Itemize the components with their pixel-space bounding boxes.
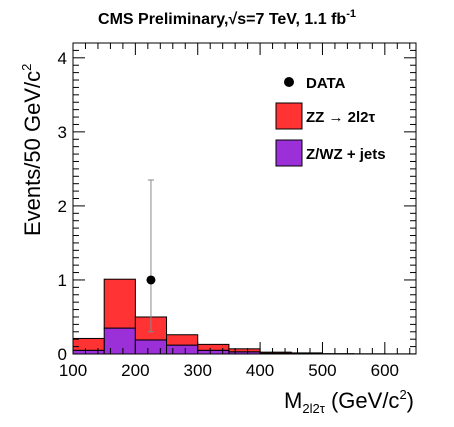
y-tick-label: 2 xyxy=(58,197,67,216)
x-tick-label: 400 xyxy=(246,361,274,380)
bar-zz-4 xyxy=(197,343,230,351)
x-tick-labels: 100 200 300 400 500 600 xyxy=(59,361,399,380)
x-tick-label: 600 xyxy=(371,361,399,380)
bar-zwz-jets-4 xyxy=(197,349,230,355)
legend-label-zwz-jets: Z/WZ + jets xyxy=(306,146,386,163)
data-points xyxy=(146,275,156,285)
x-axis-label: M2l2τ (GeV/c2) xyxy=(284,387,414,416)
histogram-bars xyxy=(72,278,417,355)
legend-data-marker xyxy=(284,77,294,87)
x-tick-label: 300 xyxy=(184,361,212,380)
y-tick-label: 3 xyxy=(58,123,67,142)
bar-zz-5 xyxy=(228,348,261,353)
bar-zwz-jets-2 xyxy=(134,339,168,355)
x-tick-label: 500 xyxy=(308,361,336,380)
bar-zz-0 xyxy=(72,337,105,351)
y-tick-label: 0 xyxy=(58,345,67,364)
bar-zwz-jets-1 xyxy=(103,327,136,355)
data-point-0 xyxy=(146,275,156,285)
legend: DATA ZZ → 2l2τ Z/WZ + jets xyxy=(275,75,386,167)
chart-title: CMS Preliminary,√s=7 TeV, 1.1 fb-1 xyxy=(98,8,356,28)
legend-label-zz: ZZ → 2l2τ xyxy=(306,109,376,126)
legend-label-data: DATA xyxy=(306,75,346,92)
data-error-bars xyxy=(147,179,154,333)
x-tick-label: 100 xyxy=(59,361,87,380)
bar-zwz-jets-3 xyxy=(166,344,199,355)
legend-swatch-zwz-jets xyxy=(275,139,303,167)
bar-zwz-jets-0 xyxy=(72,349,105,355)
y-axis-label: Events/50 GeV/c2 xyxy=(19,64,45,236)
y-tick-label: 1 xyxy=(58,271,67,290)
legend-swatch-zz xyxy=(275,102,303,130)
bar-zz-6 xyxy=(259,351,292,354)
bar-zz-1 xyxy=(103,278,136,329)
y-tick-label: 4 xyxy=(58,49,67,68)
axis-ticks xyxy=(72,42,416,355)
bar-zz-3 xyxy=(166,334,199,346)
y-tick-labels: 0 1 2 3 4 xyxy=(58,49,67,364)
x-tick-label: 200 xyxy=(121,361,149,380)
